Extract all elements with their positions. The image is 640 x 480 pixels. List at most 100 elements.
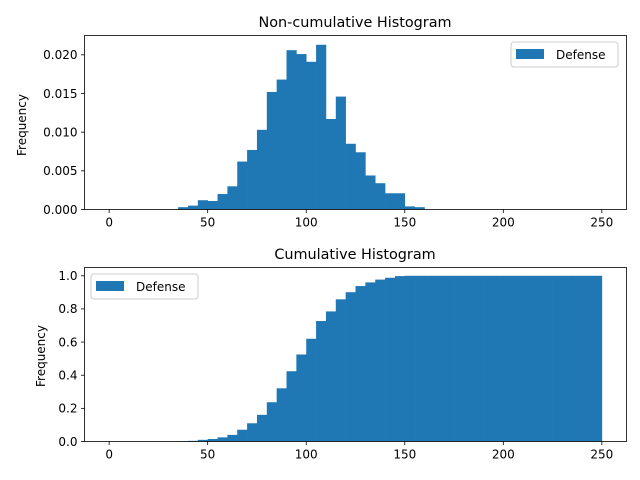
histogram-bar xyxy=(582,275,593,442)
histogram-bar xyxy=(256,414,268,442)
histogram-bar xyxy=(247,423,258,442)
histogram-bar xyxy=(513,275,524,442)
y-tick-label: 0.8 xyxy=(58,302,77,316)
legend-label: Defense xyxy=(136,280,185,294)
histogram-bar xyxy=(217,194,228,210)
histogram-bar xyxy=(276,388,287,442)
histogram-bar xyxy=(286,371,297,442)
histogram-bar xyxy=(562,275,573,442)
y-tick-label: 1.0 xyxy=(58,269,77,283)
y-tick-label: 0.010 xyxy=(43,125,77,139)
y-tick-label: 0.6 xyxy=(58,335,77,349)
legend-box xyxy=(510,41,619,68)
histogram-bar xyxy=(355,286,366,442)
histogram-bar xyxy=(335,299,346,442)
cumulative-histogram-chart: Cumulative Histogram Frequency 0 50 100 150… xyxy=(34,247,627,462)
histogram-bar xyxy=(572,275,583,442)
histogram-bar xyxy=(325,119,337,210)
x-tick-label: 50 xyxy=(200,448,215,462)
histogram-bar xyxy=(286,50,297,210)
histogram-bar xyxy=(523,275,534,442)
histogram-bar xyxy=(345,143,356,210)
histogram-bar xyxy=(237,429,248,442)
histogram-bar xyxy=(306,338,317,442)
x-tick-label: 200 xyxy=(492,216,515,230)
histogram-bar xyxy=(463,275,475,442)
histogram-bar xyxy=(197,439,208,442)
histogram-bar xyxy=(256,129,268,210)
bars xyxy=(178,44,425,210)
y-tick-label: 0.005 xyxy=(43,164,77,178)
histogram-bar xyxy=(217,437,228,442)
y-axis-label: Frequency xyxy=(15,94,29,156)
histogram-bar xyxy=(424,275,435,442)
histogram-bar xyxy=(473,275,484,442)
x-tick-label: 250 xyxy=(590,216,613,230)
y-tick-label: 0.015 xyxy=(43,87,77,101)
histogram-bar xyxy=(532,275,544,442)
x-tick-label: 100 xyxy=(295,216,318,230)
histogram-bar xyxy=(306,61,317,210)
noncumulative-histogram-chart: Non-cumulative Histogram Frequency 0 50 10… xyxy=(15,15,627,230)
histogram-bar xyxy=(404,275,415,442)
y-tick-label: 0.0 xyxy=(58,435,77,449)
y-tick-label: 0.020 xyxy=(43,48,77,62)
histogram-bar xyxy=(365,282,376,442)
legend-box xyxy=(90,273,199,300)
histogram-bar xyxy=(434,275,445,442)
x-tick-label: 0 xyxy=(105,216,113,230)
histogram-bar xyxy=(187,205,199,210)
histogram-bar xyxy=(444,275,455,442)
plot-frame xyxy=(84,35,627,210)
histogram-bar xyxy=(375,279,386,442)
histogram-bar xyxy=(552,275,563,442)
histogram-bar xyxy=(207,439,218,442)
y-tick-label: 0.4 xyxy=(58,369,77,383)
histogram-bar xyxy=(276,79,287,210)
plot-frame xyxy=(84,267,627,442)
x-tick-label: 200 xyxy=(492,448,515,462)
histogram-bar xyxy=(335,96,346,210)
histogram-bar xyxy=(385,277,396,442)
histogram-bar xyxy=(178,207,189,210)
x-tick-label: 250 xyxy=(590,448,613,462)
histogram-bar xyxy=(227,186,238,210)
histogram-bar xyxy=(483,275,494,442)
histogram-bar xyxy=(365,175,376,210)
histogram-bar xyxy=(355,152,366,210)
x-tick-label: 50 xyxy=(200,216,215,230)
y-tick-label: 0.2 xyxy=(58,402,77,416)
histogram-bar xyxy=(296,354,307,442)
y-axis-ticks: 0.0 0.2 0.4 0.6 0.8 1.0 xyxy=(58,269,85,449)
y-axis-label: Frequency xyxy=(34,325,48,387)
x-axis-ticks: 0 50 100 150 200 250 xyxy=(105,209,613,230)
histogram-bar xyxy=(266,402,277,442)
histogram-bar xyxy=(296,54,307,210)
histogram-bar xyxy=(345,292,356,442)
histogram-bar xyxy=(394,276,406,442)
x-tick-label: 100 xyxy=(295,448,318,462)
y-axis-ticks: 0.000 0.005 0.010 0.015 0.020 xyxy=(43,48,85,217)
y-tick-label: 0.000 xyxy=(43,203,77,217)
x-tick-label: 150 xyxy=(393,216,416,230)
chart-title: Non-cumulative Histogram xyxy=(258,15,451,31)
histogram-bar xyxy=(237,161,248,210)
histogram-bar xyxy=(316,321,327,442)
legend: Defense xyxy=(510,41,619,68)
legend-label: Defense xyxy=(556,48,605,62)
histogram-bar xyxy=(542,275,553,442)
histogram-bar xyxy=(266,91,277,210)
histogram-bar xyxy=(247,149,258,210)
histogram-bar xyxy=(227,434,238,442)
legend-swatch xyxy=(516,49,544,59)
histogram-bar xyxy=(404,206,415,210)
histogram-bar xyxy=(592,275,603,442)
histogram-bar xyxy=(385,193,396,210)
histogram-bar xyxy=(394,193,406,210)
x-tick-label: 150 xyxy=(393,448,416,462)
histogram-bar xyxy=(454,275,465,442)
histogram-bar xyxy=(316,44,327,210)
histogram-bar xyxy=(414,207,425,210)
histogram-bar xyxy=(197,200,208,210)
